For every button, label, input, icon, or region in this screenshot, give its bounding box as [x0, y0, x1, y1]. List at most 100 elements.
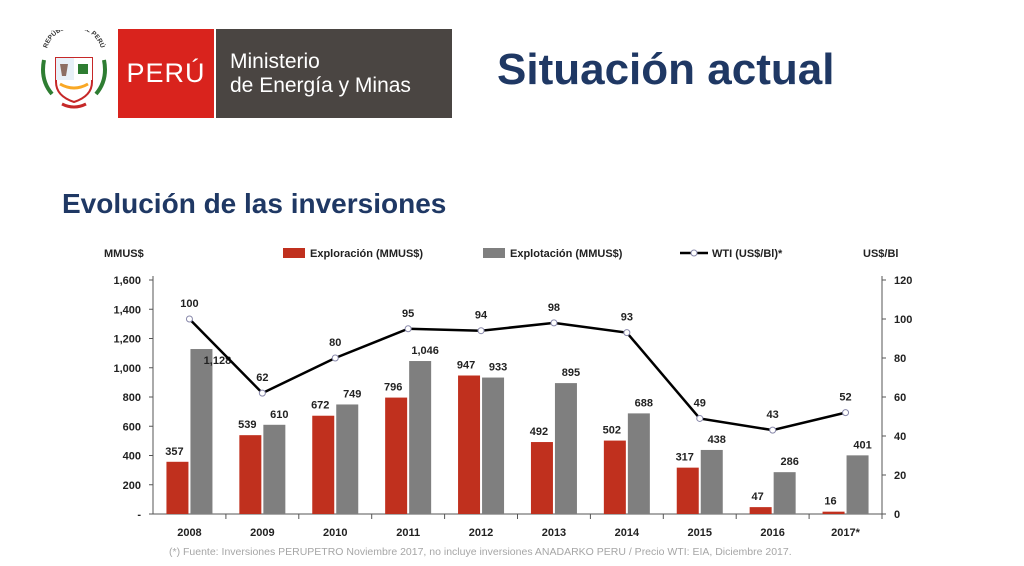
bar-explotacion: [627, 413, 650, 514]
bar-explotacion: [554, 383, 577, 514]
brand-ministry-line2: de Energía y Minas: [230, 73, 411, 97]
wti-point: [623, 329, 631, 337]
y-right-tick-label: 60: [894, 392, 906, 404]
wti-point: [331, 354, 339, 362]
bar-exploracion: [312, 415, 335, 514]
data-label-exploracion: 796: [384, 382, 402, 394]
ministry-logo: PERÚ Ministerio de Energía y Minas: [118, 29, 452, 118]
data-label-explotacion: 1,046: [411, 345, 439, 357]
data-label-exploracion: 357: [165, 446, 183, 458]
data-label-wti: 52: [839, 392, 851, 404]
data-label-explotacion: 1,128: [204, 355, 232, 367]
data-label-wti: 100: [180, 298, 198, 310]
legend-swatch-wti-marker: [690, 249, 698, 257]
y-right-unit: US$/Bl: [863, 248, 898, 260]
bar-exploracion: [530, 442, 553, 514]
y-right-tick-label: 80: [894, 353, 906, 365]
wti-point: [769, 426, 777, 434]
data-label-wti: 94: [475, 310, 488, 322]
x-tick-label: 2016: [760, 527, 784, 539]
data-label-exploracion: 672: [311, 400, 329, 412]
wti-point: [842, 409, 850, 417]
bar-explotacion: [773, 472, 796, 514]
data-label-wti: 93: [621, 312, 633, 324]
bar-exploracion: [676, 467, 699, 514]
data-label-exploracion: 492: [530, 426, 548, 438]
data-label-explotacion: 610: [270, 409, 288, 421]
data-label-wti: 49: [694, 397, 706, 409]
bar-explotacion: [190, 349, 213, 514]
wti-point: [696, 414, 704, 422]
data-label-wti: 80: [329, 337, 341, 349]
y-right-tick-label: 40: [894, 431, 906, 443]
data-label-explotacion: 401: [853, 439, 871, 451]
data-label-exploracion: 539: [238, 419, 256, 431]
bar-exploracion: [458, 375, 481, 514]
legend-label-explotacion: Explotación (MMUS$): [510, 248, 623, 260]
bar-exploracion: [166, 461, 189, 514]
x-tick-label: 2013: [542, 527, 566, 539]
x-tick-label: 2009: [250, 527, 274, 539]
y-right-tick-label: 0: [894, 509, 900, 521]
bar-exploracion: [385, 397, 408, 514]
data-label-explotacion: 286: [780, 456, 798, 468]
y-right-tick-label: 120: [894, 275, 912, 287]
wti-point: [258, 389, 266, 397]
x-tick-label: 2014: [615, 527, 640, 539]
bar-exploracion: [822, 511, 845, 514]
bar-explotacion: [409, 361, 432, 514]
wti-point: [477, 327, 485, 335]
y-left-tick-label: 800: [123, 392, 141, 404]
bar-explotacion: [700, 449, 723, 514]
page-title: Situación actual: [497, 45, 835, 94]
x-tick-label: 2017*: [831, 527, 860, 539]
data-label-exploracion: 317: [676, 452, 694, 464]
y-left-tick-label: 1,400: [113, 304, 141, 316]
coat-of-arms-logo: REPÚBLICA DEL PERÚ: [41, 30, 108, 109]
data-label-explotacion: 933: [489, 362, 507, 374]
x-tick-label: 2012: [469, 527, 493, 539]
brand-country: PERÚ: [118, 29, 214, 118]
wti-line: [188, 318, 846, 432]
data-label-exploracion: 47: [752, 491, 764, 503]
x-tick-label: 2011: [396, 527, 420, 539]
data-label-wti: 62: [256, 372, 268, 384]
data-label-exploracion: 16: [824, 496, 836, 508]
data-label-explotacion: 438: [708, 434, 726, 446]
data-label-exploracion: 947: [457, 360, 475, 372]
data-label-exploracion: 502: [603, 425, 621, 437]
y-left-unit: MMUS$: [104, 248, 144, 260]
legend-label-wti: WTI (US$/Bl)*: [712, 248, 783, 260]
y-left-tick-label: 600: [123, 421, 141, 433]
legend-swatch-explotacion: [483, 248, 505, 258]
brand-ministry-line1: Ministerio: [230, 49, 320, 73]
wti-point: [404, 325, 412, 333]
bar-exploracion: [603, 440, 626, 514]
bar-exploracion: [239, 435, 262, 514]
y-right-tick-label: 100: [894, 314, 912, 326]
y-left-tick-label: -: [137, 509, 141, 521]
data-label-explotacion: 895: [562, 367, 580, 379]
data-label-explotacion: 688: [635, 397, 653, 409]
y-left-tick-label: 1,000: [113, 363, 141, 375]
bar-explotacion: [263, 424, 286, 514]
data-label-explotacion: 749: [343, 388, 361, 400]
bar-explotacion: [336, 404, 359, 514]
section-subtitle: Evolución de las inversiones: [62, 188, 447, 219]
legend-swatch-exploracion: [283, 248, 305, 258]
bar-exploracion: [749, 507, 772, 514]
y-right-tick-label: 20: [894, 470, 906, 482]
wti-point: [550, 319, 558, 327]
legend-label-exploracion: Exploración (MMUS$): [310, 248, 423, 260]
y-left-tick-label: 1,200: [113, 334, 141, 346]
data-label-wti: 95: [402, 308, 414, 320]
x-tick-label: 2008: [177, 527, 201, 539]
wti-point: [185, 315, 193, 323]
bar-explotacion: [482, 377, 505, 514]
brand-ministry: Ministerio de Energía y Minas: [216, 29, 452, 118]
data-label-wti: 43: [767, 409, 779, 421]
bar-explotacion: [846, 455, 869, 514]
data-label-wti: 98: [548, 302, 560, 314]
source-footnote: (*) Fuente: Inversiones PERUPETRO Noviem…: [169, 546, 792, 558]
